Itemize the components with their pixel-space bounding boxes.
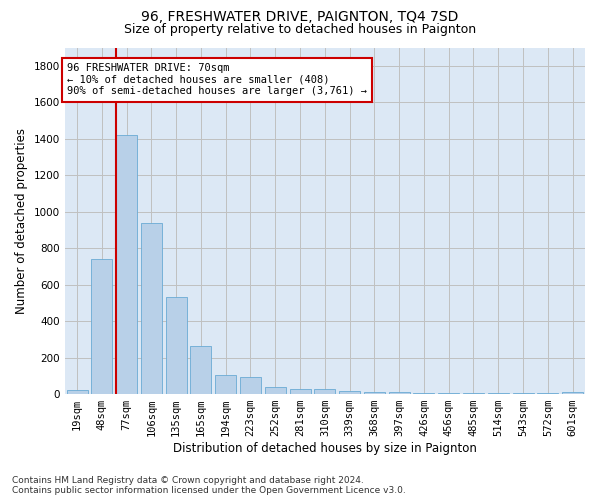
Bar: [538, 393, 559, 394]
Bar: [240, 378, 261, 394]
Bar: [116, 135, 137, 394]
Text: 96 FRESHWATER DRIVE: 70sqm
← 10% of detached houses are smaller (408)
90% of sem: 96 FRESHWATER DRIVE: 70sqm ← 10% of deta…: [67, 63, 367, 96]
Bar: [438, 393, 459, 394]
Text: 96, FRESHWATER DRIVE, PAIGNTON, TQ4 7SD: 96, FRESHWATER DRIVE, PAIGNTON, TQ4 7SD: [142, 10, 458, 24]
Bar: [141, 222, 162, 394]
Bar: [215, 375, 236, 394]
Text: Contains HM Land Registry data © Crown copyright and database right 2024.
Contai: Contains HM Land Registry data © Crown c…: [12, 476, 406, 495]
Bar: [290, 389, 311, 394]
Text: Size of property relative to detached houses in Paignton: Size of property relative to detached ho…: [124, 22, 476, 36]
X-axis label: Distribution of detached houses by size in Paignton: Distribution of detached houses by size …: [173, 442, 477, 455]
Bar: [364, 392, 385, 394]
Bar: [166, 298, 187, 394]
Bar: [488, 393, 509, 394]
Bar: [190, 346, 211, 394]
Bar: [512, 393, 533, 394]
Bar: [413, 393, 434, 394]
Bar: [314, 389, 335, 394]
Bar: [67, 390, 88, 394]
Bar: [265, 387, 286, 394]
Bar: [463, 393, 484, 394]
Bar: [389, 392, 410, 394]
Bar: [339, 392, 360, 394]
Bar: [562, 392, 583, 394]
Bar: [91, 259, 112, 394]
Y-axis label: Number of detached properties: Number of detached properties: [15, 128, 28, 314]
